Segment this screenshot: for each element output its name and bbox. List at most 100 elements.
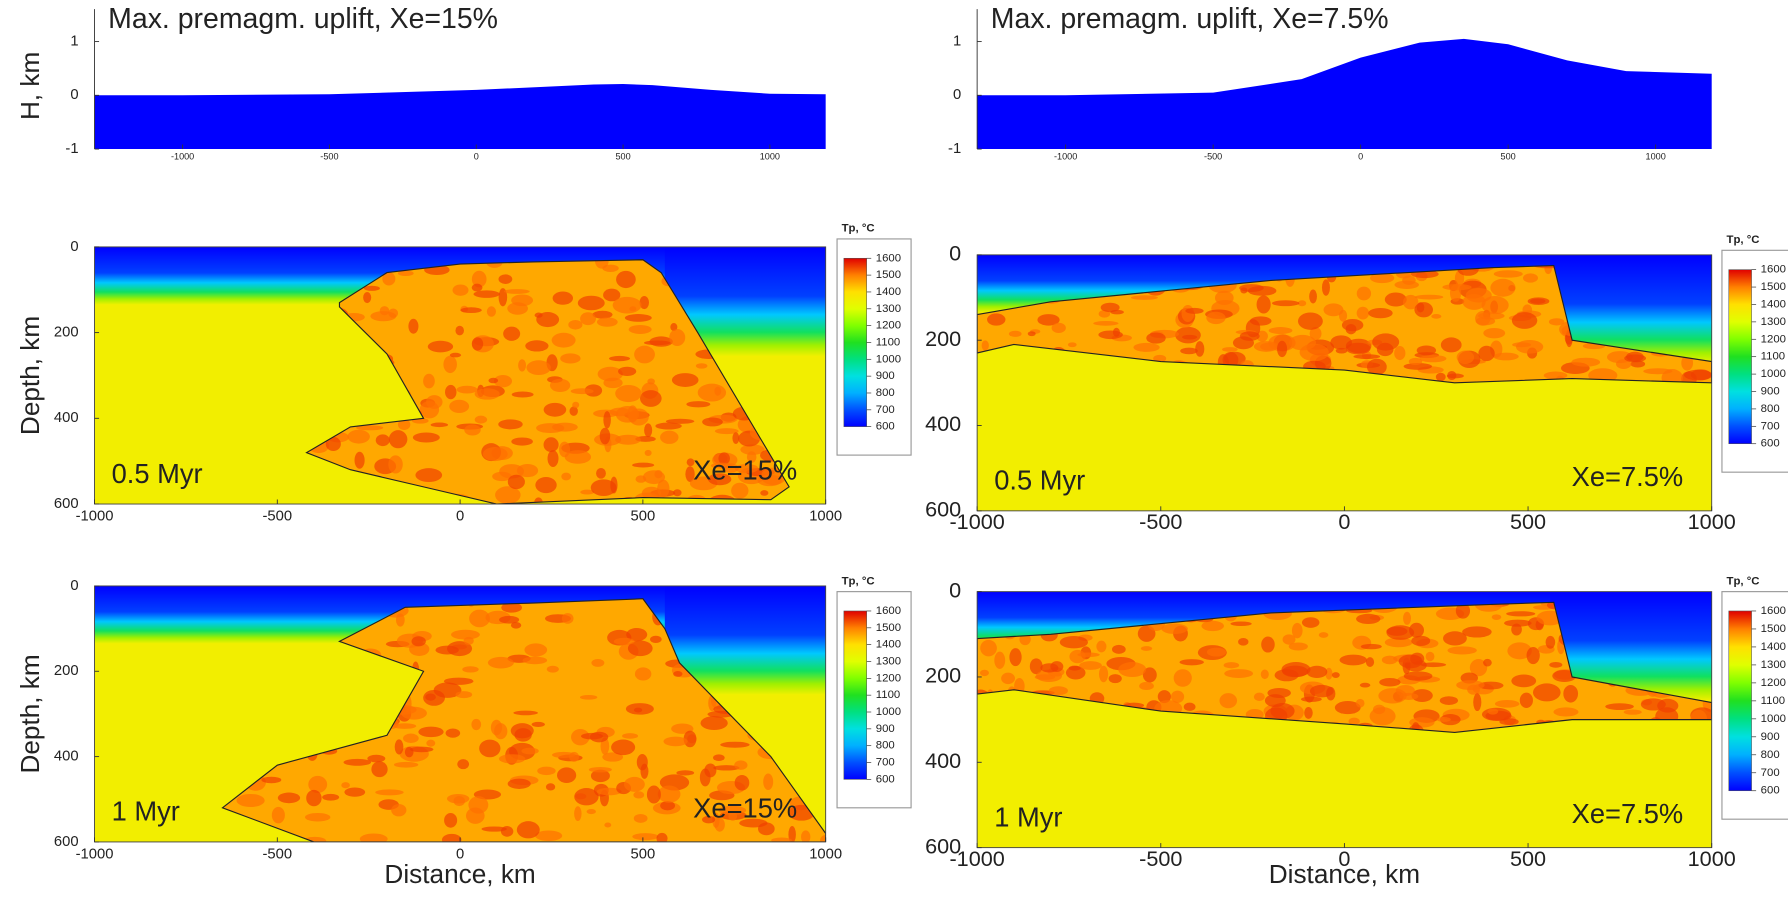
plume-blob	[714, 428, 739, 435]
plume-blob	[734, 774, 750, 791]
plume-blob	[702, 417, 723, 427]
plume-blob	[451, 629, 480, 640]
plume-blob	[1643, 368, 1673, 375]
plume-blob	[551, 332, 576, 348]
plume-blob	[642, 470, 666, 485]
colorbar-tick-label: 900	[876, 723, 895, 735]
plume-blob	[1356, 613, 1381, 624]
plume-blob	[1355, 698, 1365, 708]
plume-blob	[1037, 314, 1060, 326]
plume-blob	[1139, 681, 1154, 691]
plume-blob	[409, 746, 434, 753]
plume-blob	[1161, 623, 1188, 634]
plume-blob	[1277, 340, 1288, 358]
plume-blob	[445, 384, 457, 400]
plume-blob	[1300, 696, 1322, 702]
plume-blob	[382, 272, 396, 286]
plume-blob	[1253, 692, 1265, 701]
plume-blob	[1079, 661, 1102, 670]
plume-blob	[503, 289, 530, 294]
plume-blob	[1552, 669, 1577, 682]
y-tick-label: 400	[925, 748, 961, 773]
plume-blob	[1408, 357, 1423, 366]
plume-blob	[552, 422, 578, 432]
plume-blob	[507, 302, 528, 315]
plume-blob	[393, 723, 417, 729]
x-tick-label: -500	[320, 151, 338, 161]
plume-blob	[1321, 279, 1330, 296]
plume-blob	[261, 776, 282, 784]
plume-blob	[1456, 680, 1485, 691]
plume-blob	[363, 285, 380, 291]
plume-blob	[426, 739, 436, 747]
plume-blob	[304, 812, 331, 822]
plume-blob	[471, 337, 484, 351]
colorbar-tick-label: 1600	[1761, 264, 1786, 276]
plume-blob	[1100, 302, 1120, 313]
plume-blob	[1222, 347, 1238, 352]
plume-blob	[1414, 302, 1433, 318]
colorbar-tick-label: 1000	[1761, 713, 1786, 725]
plume-blob	[603, 377, 623, 389]
x-tick-label: -1000	[76, 846, 114, 862]
plume-blob	[1436, 717, 1451, 722]
plume-blob	[596, 467, 606, 479]
plume-blob	[1469, 659, 1488, 677]
chart-title: Max. premagm. uplift, Xe=7.5%	[991, 3, 1389, 35]
x-tick-label: 500	[1510, 846, 1546, 871]
plume-blob	[522, 656, 548, 665]
plume-blob	[446, 794, 470, 804]
plume-blob	[460, 307, 482, 314]
plume-blob	[1309, 326, 1322, 341]
plume-blob	[596, 787, 622, 796]
plume-blob	[1118, 662, 1147, 678]
plume-blob	[1366, 358, 1387, 376]
plume-blob	[981, 340, 989, 351]
y-axis-label: Depth, km	[15, 654, 45, 773]
plume-blob	[1093, 321, 1119, 326]
plume-blob	[501, 602, 522, 613]
plume-blob	[511, 391, 534, 398]
plume-blob	[1623, 709, 1642, 715]
plume-blob	[1067, 342, 1077, 348]
plume-blob	[574, 788, 599, 806]
colorbar-tick-label: 900	[1761, 386, 1780, 398]
temperature-field	[977, 254, 1712, 511]
y-tick-label: 400	[925, 411, 961, 436]
plume-blob	[660, 430, 679, 444]
y-tick-label: 0	[70, 578, 78, 594]
plume-blob	[1356, 306, 1370, 320]
plume-blob	[1008, 330, 1022, 337]
plume-blob	[1256, 295, 1271, 314]
plume-blob	[1281, 662, 1311, 678]
plume-blob	[1515, 339, 1544, 354]
colorbar-tick-label: 1500	[1761, 281, 1786, 293]
plume-blob	[656, 832, 668, 842]
plume-blob	[507, 474, 525, 490]
colorbar-tick-label: 1100	[1761, 351, 1785, 363]
plume-blob	[388, 430, 408, 449]
plume-blob	[1384, 637, 1413, 648]
plume-blob	[1548, 318, 1565, 326]
plume-blob	[603, 411, 611, 429]
plume-blob	[603, 288, 621, 302]
plume-blob	[609, 407, 630, 417]
plume-blob	[277, 792, 301, 804]
plume-blob	[580, 489, 595, 495]
xe-label: Xe=7.5%	[1572, 461, 1684, 492]
plume-blob	[444, 812, 458, 828]
plume-blob	[760, 490, 769, 496]
plume-blob	[1615, 359, 1632, 369]
plume-blob	[731, 482, 749, 499]
plume-blob	[718, 805, 747, 815]
plume-blob	[1260, 669, 1269, 680]
x-tick-label: 1000	[809, 508, 842, 524]
plume-blob	[596, 317, 618, 327]
x-tick-label: 0	[1338, 509, 1350, 534]
plume-blob	[449, 352, 462, 358]
plume-blob	[622, 733, 639, 739]
colorbar-tick-label: 1600	[876, 605, 901, 617]
y-tick-label: 0	[70, 239, 78, 255]
plume-blob	[1282, 634, 1296, 645]
plume-blob	[524, 643, 548, 657]
